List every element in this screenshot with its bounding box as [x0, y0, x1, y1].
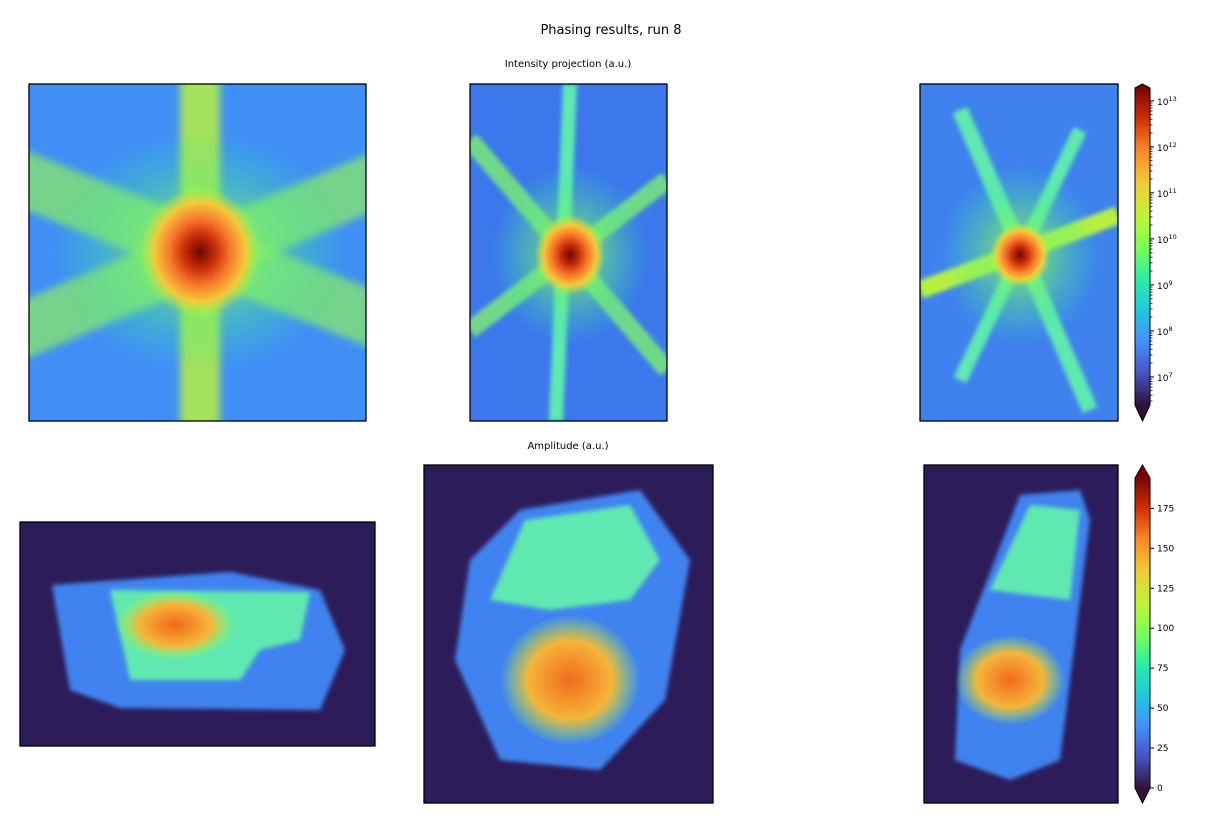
tick-label: 25 — [1157, 744, 1168, 754]
tick-label: 109 — [1157, 279, 1173, 292]
colorbar-extend — [1135, 788, 1150, 803]
intensity-image — [920, 84, 1118, 421]
tick-label-exponent: 9 — [1168, 279, 1172, 287]
amplitude-image — [20, 522, 375, 746]
axes-frame — [28, 83, 367, 422]
tick-label: 1012 — [1157, 141, 1177, 154]
tick-label: 108 — [1157, 325, 1173, 338]
tick-label: 50 — [1157, 704, 1169, 714]
tick-label-exponent: 10 — [1168, 233, 1176, 241]
colorbar — [1135, 478, 1150, 788]
tick-label-base: 10 — [1157, 374, 1169, 384]
tick-label-exponent: 7 — [1168, 371, 1172, 379]
tick-label: 100 — [1157, 624, 1174, 634]
axes-frame — [469, 83, 668, 422]
tick-label: 75 — [1157, 664, 1168, 674]
tick-label: 125 — [1157, 584, 1174, 594]
tick-label: 107 — [1157, 371, 1173, 384]
axes-frame — [423, 464, 714, 804]
colorbar-extend — [1135, 465, 1150, 478]
axes-frame — [923, 464, 1119, 804]
tick-label-exponent: 12 — [1168, 141, 1176, 149]
tick-label-base: 10 — [1157, 282, 1169, 292]
axes-frame — [19, 521, 376, 747]
colorbar — [1135, 88, 1150, 405]
intensity-image — [29, 84, 366, 421]
tick-label-exponent: 8 — [1168, 325, 1172, 333]
amplitude-image — [924, 465, 1118, 803]
tick-label-exponent: 13 — [1168, 95, 1176, 103]
tick-label: 1011 — [1157, 187, 1177, 200]
tick-label-base: 10 — [1157, 144, 1169, 154]
tick-label-base: 10 — [1157, 328, 1169, 338]
tick-label: 1010 — [1157, 233, 1177, 246]
tick-label-base: 10 — [1157, 190, 1169, 200]
intensity-image — [470, 84, 667, 421]
amplitude-image — [424, 465, 713, 803]
colorbar-extend — [1135, 84, 1150, 88]
tick-label-exponent: 11 — [1168, 187, 1176, 195]
tick-label: 1013 — [1157, 95, 1177, 108]
row-title: Amplitude (a.u.) — [527, 441, 608, 452]
tick-label: 150 — [1157, 544, 1174, 554]
tick-label-base: 10 — [1157, 98, 1169, 108]
row-title: Intensity projection (a.u.) — [505, 59, 632, 70]
colorbar-extend — [1135, 405, 1150, 421]
tick-label: 0 — [1157, 784, 1163, 794]
colorbar-frame — [1134, 83, 1151, 423]
tick-label-base: 10 — [1157, 236, 1169, 246]
tick-label: 175 — [1157, 504, 1174, 514]
figure-title: Phasing results, run 8 — [540, 23, 681, 38]
axes-frame — [919, 83, 1119, 422]
